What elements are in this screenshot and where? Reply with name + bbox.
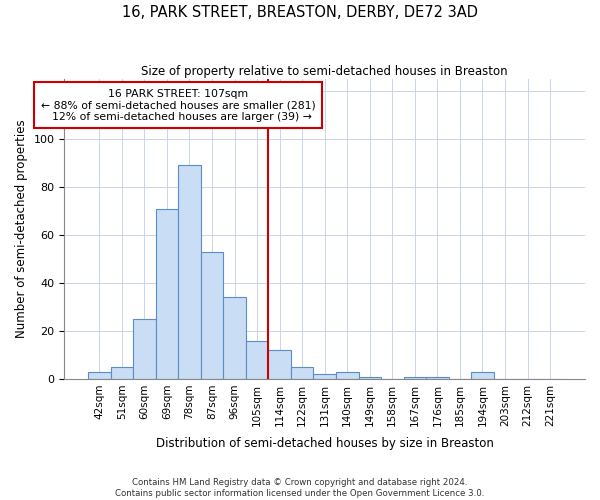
Bar <box>110 367 133 379</box>
Bar <box>359 376 381 379</box>
Bar <box>336 372 359 379</box>
Text: Contains HM Land Registry data © Crown copyright and database right 2024.
Contai: Contains HM Land Registry data © Crown c… <box>115 478 485 498</box>
Bar <box>155 208 178 379</box>
Text: 16, PARK STREET, BREASTON, DERBY, DE72 3AD: 16, PARK STREET, BREASTON, DERBY, DE72 3… <box>122 5 478 20</box>
Text: 16 PARK STREET: 107sqm
← 88% of semi-detached houses are smaller (281)
  12% of : 16 PARK STREET: 107sqm ← 88% of semi-det… <box>41 89 316 122</box>
Bar <box>246 340 268 379</box>
Bar <box>178 166 201 379</box>
Bar <box>426 376 449 379</box>
Bar <box>291 367 313 379</box>
Bar <box>201 252 223 379</box>
Bar <box>133 319 155 379</box>
Bar <box>268 350 291 379</box>
Bar <box>313 374 336 379</box>
Bar <box>88 372 110 379</box>
Bar <box>471 372 494 379</box>
Y-axis label: Number of semi-detached properties: Number of semi-detached properties <box>15 120 28 338</box>
X-axis label: Distribution of semi-detached houses by size in Breaston: Distribution of semi-detached houses by … <box>156 437 494 450</box>
Title: Size of property relative to semi-detached houses in Breaston: Size of property relative to semi-detach… <box>142 65 508 78</box>
Bar <box>404 376 426 379</box>
Bar <box>223 298 246 379</box>
